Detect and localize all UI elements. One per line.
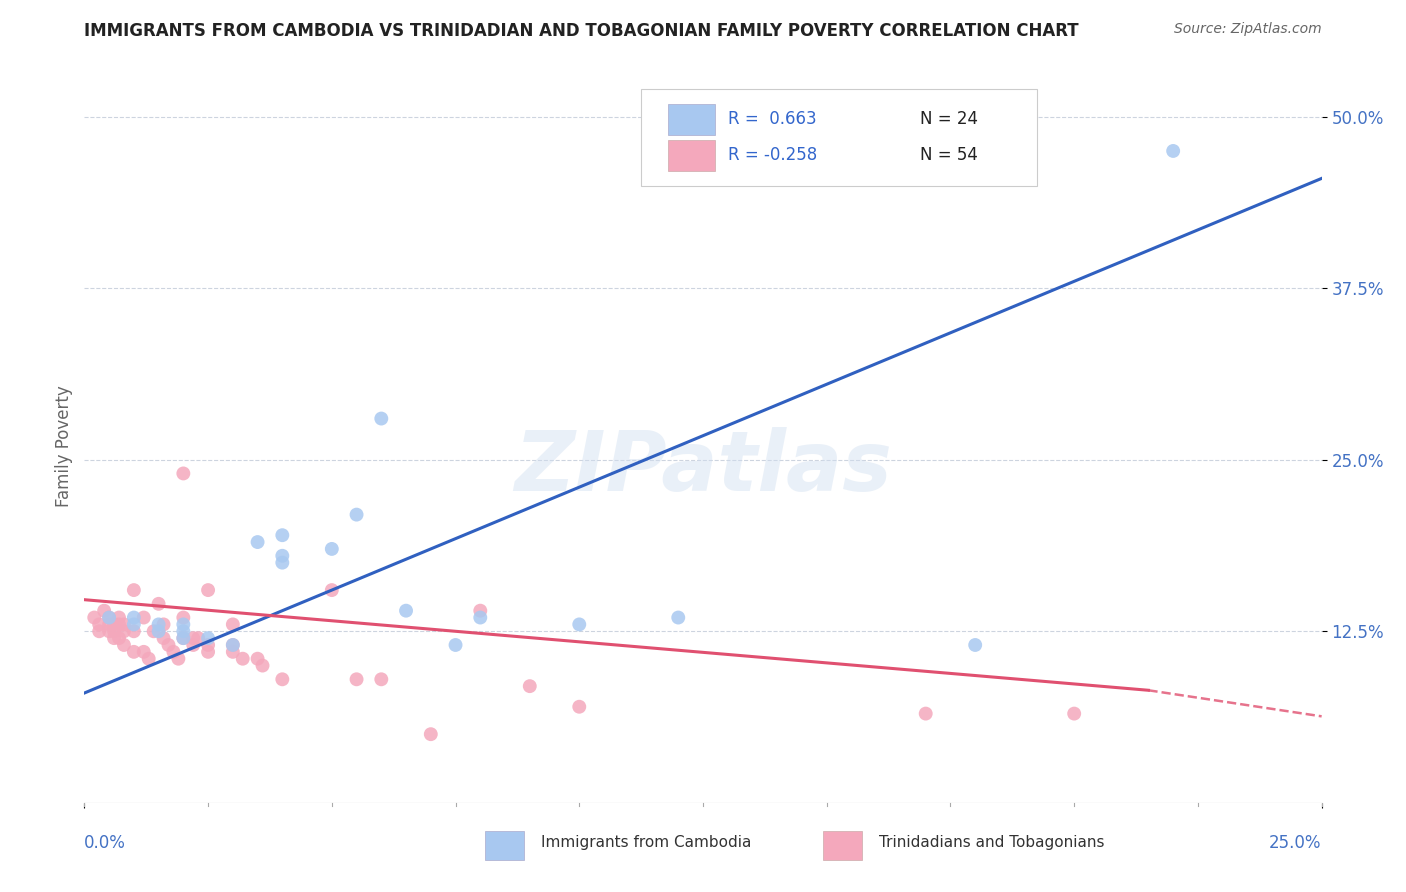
Point [271,556,294,570]
Point [419,727,441,741]
FancyBboxPatch shape [668,103,716,135]
Point [148,597,170,611]
Point [122,617,145,632]
Point [108,610,131,624]
Point [181,631,204,645]
Point [1161,144,1184,158]
Text: ZIPatlas: ZIPatlas [515,427,891,508]
Point [370,411,392,425]
Point [152,617,174,632]
Point [181,638,204,652]
Point [142,624,165,639]
Point [152,631,174,645]
Point [172,631,194,645]
Point [470,610,492,624]
Point [172,610,194,624]
Point [172,624,194,639]
Point [138,651,160,665]
Point [252,658,274,673]
Point [89,624,111,639]
Text: R = -0.258: R = -0.258 [728,146,817,164]
Point [470,604,492,618]
Point [132,645,155,659]
Point [666,610,689,624]
Point [103,617,125,632]
Point [271,549,294,563]
Point [187,631,209,645]
Text: R =  0.663: R = 0.663 [728,111,817,128]
Point [112,638,135,652]
Point [222,645,245,659]
Text: Trinidadians and Tobagonians: Trinidadians and Tobagonians [879,836,1104,850]
Text: Source: ZipAtlas.com: Source: ZipAtlas.com [1174,22,1322,37]
Point [246,651,269,665]
Point [167,651,190,665]
Point [965,638,987,652]
Text: N = 24: N = 24 [920,111,977,128]
Point [914,706,936,721]
Point [98,610,121,624]
Point [122,610,145,624]
Point [172,631,194,645]
Point [197,583,219,598]
Point [112,624,135,639]
Point [157,638,180,652]
Point [98,610,121,624]
Y-axis label: Family Poverty: Family Poverty [55,385,73,507]
Point [222,638,245,652]
Point [568,699,591,714]
Point [232,651,254,665]
Point [89,617,111,632]
Point [148,624,170,639]
FancyBboxPatch shape [668,140,716,171]
Point [122,645,145,659]
Point [197,631,219,645]
Point [98,617,121,632]
Point [98,624,121,639]
Text: Immigrants from Cambodia: Immigrants from Cambodia [541,836,752,850]
Point [172,467,194,481]
Point [132,610,155,624]
Point [93,604,115,618]
Point [444,638,467,652]
Point [122,583,145,598]
Point [519,679,541,693]
Point [108,631,131,645]
Point [197,638,219,652]
Point [222,617,245,632]
Text: 0.0%: 0.0% [84,834,127,852]
Text: IMMIGRANTS FROM CAMBODIA VS TRINIDADIAN AND TOBAGONIAN FAMILY POVERTY CORRELATIO: IMMIGRANTS FROM CAMBODIA VS TRINIDADIAN … [84,22,1078,40]
Point [103,624,125,639]
Point [321,583,343,598]
Point [246,535,269,549]
Point [197,645,219,659]
Point [222,638,245,652]
Text: 25.0%: 25.0% [1270,834,1322,852]
Point [346,508,368,522]
Point [148,617,170,632]
Point [346,673,368,687]
Point [568,617,591,632]
Point [162,645,184,659]
Point [1063,706,1085,721]
Text: N = 54: N = 54 [920,146,977,164]
Point [370,673,392,687]
Point [271,673,294,687]
FancyBboxPatch shape [641,89,1038,186]
Point [112,617,135,632]
Point [271,528,294,542]
Point [122,624,145,639]
Point [83,610,105,624]
Point [395,604,418,618]
Point [103,631,125,645]
Point [108,617,131,632]
Point [172,617,194,632]
Point [321,541,343,556]
